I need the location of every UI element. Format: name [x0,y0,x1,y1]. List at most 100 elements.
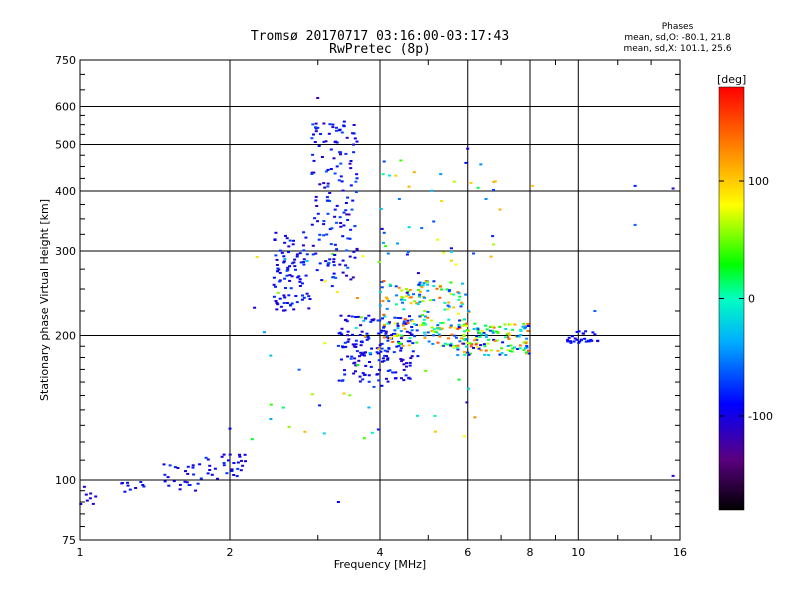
data-point [352,143,355,146]
data-point [358,380,362,383]
data-point [387,347,391,349]
data-point [351,343,355,346]
data-point [572,340,576,343]
data-point [350,355,354,358]
data-point [426,281,430,284]
data-point [340,333,344,336]
data-point [333,243,337,246]
data-point [521,325,525,328]
data-point [383,354,387,357]
data-point [513,346,516,349]
data-point [386,380,390,383]
data-point [462,323,466,326]
data-point [186,472,190,475]
data-point [274,285,277,288]
data-point [372,385,376,388]
data-point [134,487,138,489]
data-point [310,393,314,396]
data-point [376,352,380,355]
data-point [492,326,496,329]
data-point [435,287,439,290]
data-point [524,342,528,345]
data-point [465,352,469,355]
data-point [335,291,339,294]
data-point [333,172,337,175]
data-point [354,326,358,329]
data-point [255,255,259,258]
data-point [483,324,487,327]
data-point [344,202,348,204]
data-point [420,227,424,230]
data-point [166,476,170,479]
data-point [443,342,447,345]
data-point [431,330,435,333]
data-point [322,223,326,226]
data-point [430,319,434,322]
data-point [525,337,529,340]
data-point [484,334,488,336]
data-point [139,481,143,483]
data-point [493,340,497,343]
data-point [478,336,482,338]
data-point [401,344,405,347]
data-point [491,331,495,334]
data-point [274,254,278,257]
data-point [378,344,382,347]
data-point [489,349,493,352]
data-point [313,141,317,143]
data-point [452,306,456,309]
data-point [300,298,304,301]
data-point [456,344,460,347]
data-point [384,332,388,335]
data-point [569,341,573,344]
data-point [593,333,597,336]
data-point [345,136,349,139]
data-point [386,358,390,361]
data-point [288,279,292,282]
data-point [243,453,247,456]
data-point [426,331,430,334]
x-tick-label: 6 [464,546,471,559]
data-point [462,333,466,336]
data-point [358,334,362,336]
data-point [438,296,442,299]
data-point [89,492,93,495]
data-point [671,474,675,477]
data-point [393,329,397,332]
data-point [384,330,388,333]
data-point [397,198,401,200]
data-point [282,261,286,264]
data-point [346,334,349,337]
data-point [352,372,356,375]
data-point [408,331,412,334]
data-point [289,304,293,307]
data-point [378,368,381,371]
data-point [283,277,287,280]
data-point [463,339,467,342]
data-point [432,220,436,223]
data-point [514,335,518,338]
data-point [317,145,321,147]
data-point [204,456,208,459]
data-point [421,324,425,326]
data-point [167,484,171,487]
data-point [281,406,285,409]
data-point [352,132,356,135]
grid-lines [80,60,680,540]
data-point [457,292,461,295]
data-point [453,334,457,337]
data-point [527,349,531,352]
data-point [310,171,314,174]
data-point [449,342,453,345]
data-point [406,293,410,296]
data-point [367,374,371,377]
data-point [577,341,581,344]
data-point [280,251,284,254]
data-point [380,280,384,283]
data-point [324,170,328,173]
data-point [277,268,281,271]
data-point [443,308,447,311]
data-point [344,152,348,155]
data-point [168,464,172,467]
data-point [353,225,357,228]
